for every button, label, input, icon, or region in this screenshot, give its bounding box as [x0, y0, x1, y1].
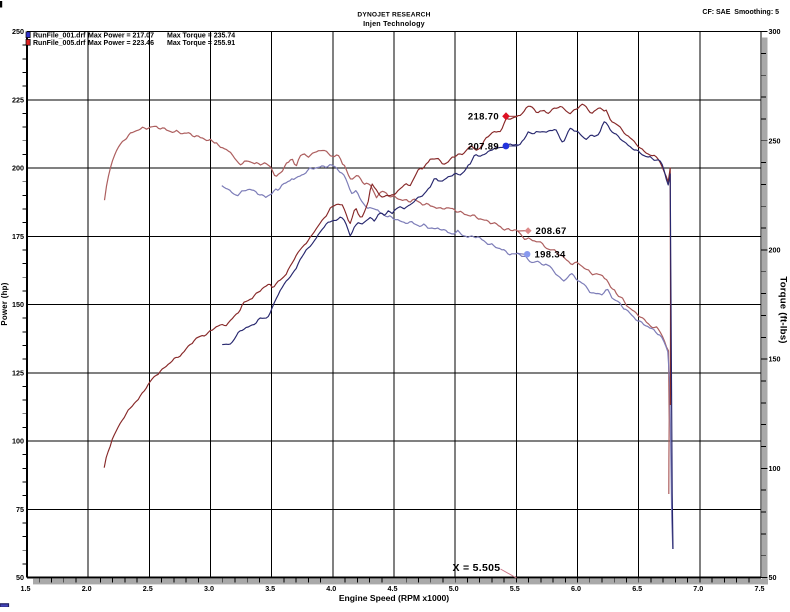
svg-text:50: 50 [769, 573, 777, 582]
svg-text:7.5: 7.5 [755, 584, 765, 593]
svg-text:Max Torque = 235.74: Max Torque = 235.74 [167, 33, 235, 40]
svg-text:Max Power = 223.46: Max Power = 223.46 [88, 40, 154, 47]
svg-text:1.5: 1.5 [21, 584, 31, 593]
svg-text:207.89: 207.89 [468, 141, 499, 152]
svg-text:208.67: 208.67 [536, 226, 567, 237]
svg-text:4.5: 4.5 [388, 584, 398, 593]
svg-text:225: 225 [12, 95, 24, 104]
svg-text:198.34: 198.34 [535, 250, 567, 261]
svg-text:Torque (ft-lbs): Torque (ft-lbs) [778, 276, 789, 343]
svg-text:2.0: 2.0 [82, 584, 92, 593]
svg-text:5.0: 5.0 [449, 584, 459, 593]
svg-text:7.0: 7.0 [693, 584, 703, 593]
svg-text:3.5: 3.5 [265, 584, 275, 593]
svg-text:175: 175 [12, 232, 24, 241]
svg-text:250: 250 [769, 136, 781, 145]
svg-text:200: 200 [769, 246, 781, 255]
svg-text:Max Torque = 255.91: Max Torque = 255.91 [167, 40, 235, 47]
svg-text:218.70: 218.70 [468, 112, 499, 123]
svg-text:250: 250 [12, 27, 24, 36]
svg-text:X = 5.505: X = 5.505 [453, 562, 501, 574]
svg-text:3.0: 3.0 [204, 584, 214, 593]
svg-text:50: 50 [16, 573, 24, 582]
svg-text:100: 100 [769, 464, 781, 473]
svg-text:Max Power = 217.07: Max Power = 217.07 [88, 33, 154, 40]
svg-text:Engine Speed (RPM x1000): Engine Speed (RPM x1000) [339, 593, 449, 603]
svg-text:300: 300 [769, 27, 781, 36]
svg-text:125: 125 [12, 368, 24, 377]
svg-text:5.5: 5.5 [510, 584, 520, 593]
svg-text:6.0: 6.0 [571, 584, 581, 593]
svg-text:2.5: 2.5 [143, 584, 153, 593]
svg-text:RunFile_005.drf: RunFile_005.drf [33, 40, 86, 47]
svg-text:200: 200 [12, 164, 24, 173]
svg-text:150: 150 [769, 355, 781, 364]
svg-text:DYNOJET RESEARCH: DYNOJET RESEARCH [357, 12, 430, 19]
svg-text:150: 150 [12, 300, 24, 309]
svg-text:100: 100 [12, 437, 24, 446]
svg-text:RunFile_001.drf: RunFile_001.drf [33, 33, 86, 40]
svg-text:Power (hp): Power (hp) [0, 282, 9, 325]
svg-text:6.5: 6.5 [632, 584, 642, 593]
svg-text:4.0: 4.0 [326, 584, 336, 593]
svg-text:CF: SAE Smoothing: 5: CF: SAE Smoothing: 5 [702, 9, 779, 16]
svg-text:Injen Technology: Injen Technology [363, 19, 425, 28]
svg-text:75: 75 [16, 505, 24, 514]
